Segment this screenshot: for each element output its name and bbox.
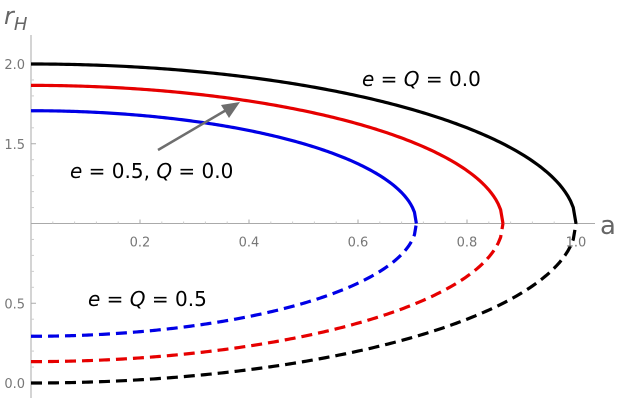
annotation-arrow-head — [221, 102, 240, 118]
curves — [31, 62, 578, 385]
annotation-part: = 0.0 — [172, 159, 233, 183]
x-tick-label: 1.0 — [566, 236, 587, 251]
annotation-part: = — [100, 287, 129, 311]
annotation-part: Q — [156, 159, 172, 183]
x-tick-label: 0.8 — [457, 236, 478, 251]
y-axis-label: rH — [4, 2, 28, 35]
y-axis-label-base: r — [4, 2, 16, 30]
y-tick-label: 0.5 — [4, 297, 25, 312]
annotation-part: Q — [130, 287, 146, 311]
annotation-red: e = 0.5, Q = 0.0 — [70, 159, 233, 183]
y-tick-label: 0.0 — [4, 377, 25, 392]
annotation-part: = 0.5, — [82, 159, 156, 183]
y-tick-label: 1.5 — [4, 138, 25, 153]
annotation-blue: e = Q = 0.5 — [88, 287, 207, 311]
annotation-arrow-line — [157, 107, 229, 152]
series-1-outer-horizon — [31, 83, 505, 224]
annotation-part: e — [362, 67, 374, 91]
x-tick-label: 0.6 — [348, 236, 369, 251]
x-tick-label: 0.4 — [239, 236, 260, 251]
x-axis-label: a — [600, 211, 616, 241]
annotation-part: Q — [404, 67, 420, 91]
annotation-part: e — [70, 159, 82, 183]
annotation-part: = 0.5 — [146, 287, 207, 311]
annotation-part: e — [88, 287, 100, 311]
x-tick-label: 0.2 — [130, 236, 151, 251]
annotation-black: e = Q = 0.0 — [362, 67, 481, 91]
series-2-inner-horizon — [31, 223, 418, 338]
series-2-outer-horizon — [31, 109, 418, 224]
y-axis-label-sub: H — [14, 14, 28, 35]
annotation-part: = — [374, 67, 403, 91]
series-0-outer-horizon — [31, 62, 578, 224]
series-0-inner-horizon — [31, 223, 578, 385]
y-tick-label: 2.0 — [4, 58, 25, 73]
axes — [30, 35, 595, 398]
series-1-inner-horizon — [31, 223, 505, 364]
annotation-part: = 0.0 — [420, 67, 481, 91]
